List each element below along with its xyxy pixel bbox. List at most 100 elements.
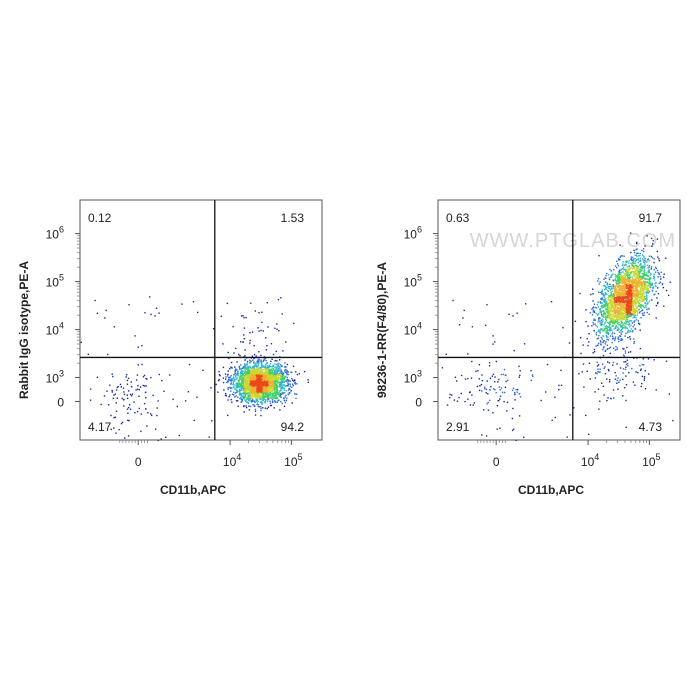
- event-dot: [628, 305, 631, 308]
- event-dot: [606, 284, 608, 286]
- event-dot: [603, 340, 605, 342]
- event-dot: [277, 392, 279, 394]
- y-tick-label: 0: [57, 396, 64, 410]
- quadrant-label-upper-right: 1.53: [281, 211, 305, 225]
- event-dot: [625, 291, 628, 293]
- event-dot: [657, 287, 659, 289]
- event-dot: [287, 379, 289, 381]
- event-dot: [614, 265, 617, 267]
- event-dot: [626, 327, 628, 329]
- event-dot: [603, 301, 605, 303]
- event-dot: [275, 387, 277, 389]
- event-dot: [235, 347, 237, 350]
- event-dot: [270, 385, 272, 387]
- event-dot: [601, 316, 604, 318]
- event-dot: [265, 369, 267, 371]
- event-dot: [635, 310, 638, 313]
- event-dot: [623, 304, 625, 307]
- event-dot: [257, 391, 260, 393]
- event-dot: [622, 266, 625, 269]
- event-dot: [277, 390, 279, 392]
- event-dot: [630, 302, 632, 304]
- event-dot: [612, 284, 614, 286]
- event-dot: [292, 365, 295, 368]
- event-dot: [249, 387, 251, 389]
- event-dot: [627, 330, 629, 333]
- event-dot: [268, 383, 271, 385]
- event-dot: [635, 259, 637, 261]
- event-dot: [277, 370, 280, 372]
- event-dot: [246, 371, 248, 373]
- event-dot: [653, 258, 655, 260]
- event-dot: [273, 369, 275, 371]
- event-dot: [286, 379, 288, 381]
- event-dot: [242, 390, 245, 392]
- event-dot: [262, 382, 264, 385]
- event-dot: [616, 347, 619, 349]
- event-dot: [606, 335, 608, 337]
- event-dot: [599, 317, 601, 319]
- event-dot: [262, 407, 264, 409]
- event-dot: [113, 394, 115, 396]
- event-dot: [601, 302, 603, 305]
- event-dot: [261, 373, 263, 376]
- event-dot: [631, 279, 634, 281]
- event-dot: [628, 296, 630, 298]
- event-dot: [259, 379, 262, 381]
- event-dot: [249, 393, 251, 396]
- event-dot: [630, 251, 632, 254]
- event-dot: [633, 262, 635, 264]
- event-dot: [181, 303, 183, 305]
- event-dot: [600, 312, 602, 314]
- event-dot: [639, 264, 641, 266]
- event-dot: [644, 278, 647, 281]
- event-dot: [127, 377, 130, 380]
- event-dot: [606, 344, 608, 346]
- event-dot: [273, 375, 276, 378]
- event-dot: [274, 390, 276, 393]
- event-dot: [629, 288, 631, 290]
- event-dot: [600, 324, 602, 327]
- event-dot: [635, 307, 638, 309]
- event-dot: [225, 395, 228, 397]
- event-dot: [242, 373, 245, 375]
- event-dot: [608, 309, 610, 311]
- event-dot: [266, 370, 269, 373]
- event-dot: [241, 382, 243, 384]
- event-dot: [260, 402, 262, 404]
- event-dot: [225, 378, 227, 380]
- event-dot: [284, 376, 286, 379]
- event-dot: [255, 390, 257, 392]
- event-dot: [619, 287, 621, 290]
- event-dot: [650, 268, 652, 270]
- event-dot: [599, 329, 601, 331]
- event-dot: [630, 313, 633, 316]
- event-dot: [626, 271, 628, 273]
- event-dot: [238, 382, 240, 384]
- event-dot: [632, 299, 634, 301]
- event-dot: [241, 385, 243, 387]
- event-dot: [254, 405, 256, 407]
- event-dot: [607, 312, 609, 314]
- event-dot: [643, 267, 645, 269]
- event-dot: [232, 325, 234, 328]
- event-dot: [626, 260, 628, 262]
- x-tick-base: 10: [223, 455, 237, 469]
- event-dot: [626, 274, 628, 277]
- event-dot: [263, 392, 266, 394]
- event-dot: [634, 257, 636, 260]
- event-dot: [648, 271, 651, 273]
- event-dot: [270, 384, 272, 386]
- event-dot: [602, 347, 605, 349]
- event-dot: [140, 430, 142, 433]
- event-dot: [105, 309, 107, 312]
- event-dot: [249, 378, 252, 380]
- event-dot: [618, 270, 621, 273]
- event-dot: [234, 380, 236, 382]
- event-dot: [254, 387, 256, 389]
- event-dot: [621, 289, 624, 291]
- event-dot: [244, 355, 246, 357]
- event-dot: [608, 299, 610, 301]
- event-dot: [280, 372, 283, 375]
- event-dot: [238, 353, 240, 356]
